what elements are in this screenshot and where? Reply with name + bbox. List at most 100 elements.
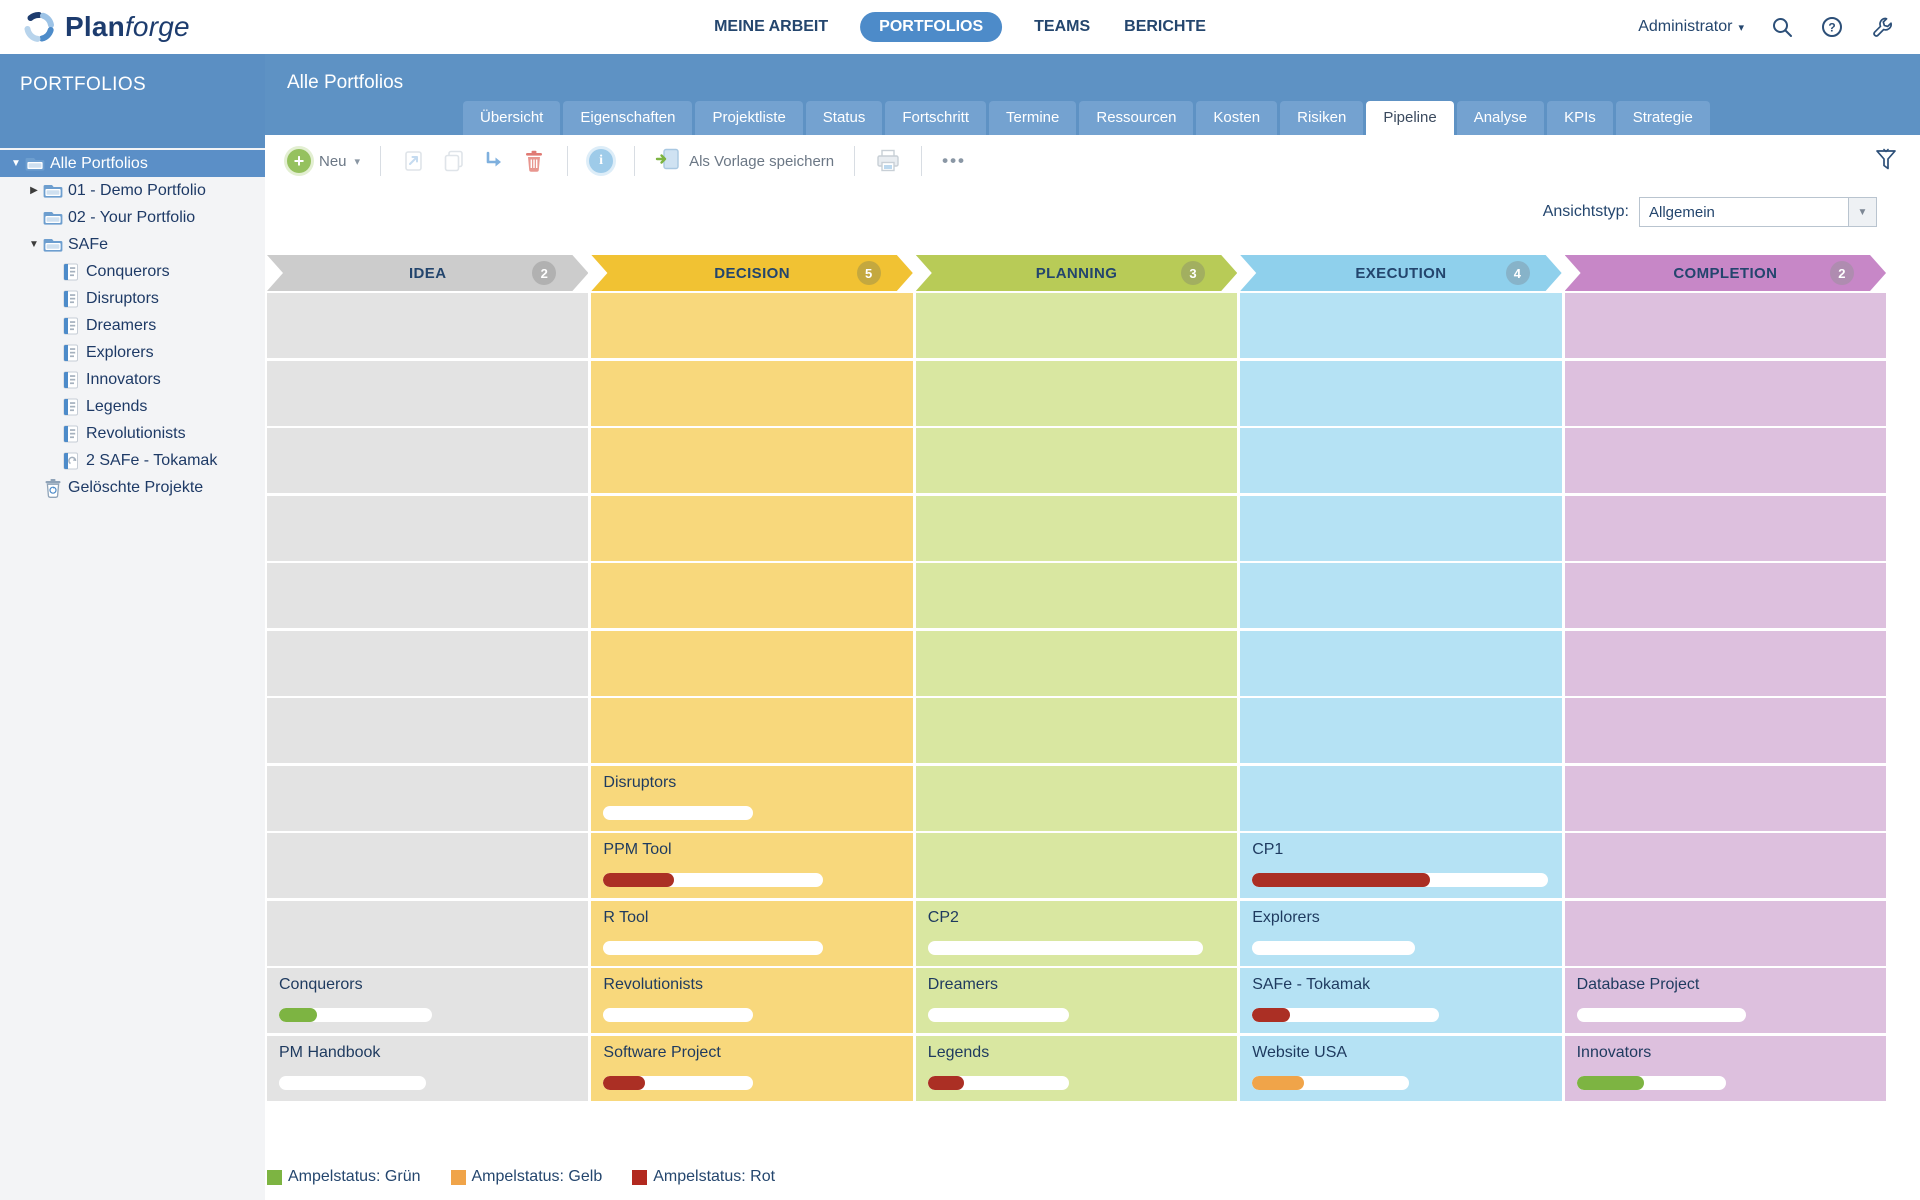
sidebar-item-2-safe-tokamak[interactable]: 2 SAFe - Tokamak (0, 447, 265, 474)
nav-portfolios[interactable]: PORTFOLIOS (860, 12, 1003, 42)
project-card-disruptors[interactable]: Disruptors (591, 765, 913, 831)
project-card-dreamers[interactable]: Dreamers (915, 968, 1238, 1033)
sidebar-item-explorers[interactable]: Explorers (0, 339, 265, 366)
project-card-title[interactable]: Disruptors (603, 773, 677, 791)
project-card-cp2[interactable]: CP2 (915, 900, 1238, 966)
project-card-innovators[interactable]: Innovators (1564, 1035, 1886, 1101)
pipeline-cell-idea (267, 563, 589, 628)
main-content: + Neu ▾ i Als (265, 135, 1920, 1200)
filter-icon[interactable] (1874, 148, 1898, 179)
sidebar-item-gel-schte-projekte[interactable]: Gelöschte Projekte (0, 474, 265, 501)
project-card-title[interactable]: Database Project (1576, 976, 1700, 993)
user-label: Administrator (1638, 18, 1733, 35)
expander-right-icon[interactable]: ▶ (30, 185, 38, 196)
project-card-title[interactable]: Software Project (603, 1043, 721, 1061)
nav-teams[interactable]: TEAMS (1034, 18, 1091, 35)
project-card-software-project[interactable]: Software Project (591, 1035, 913, 1101)
tab-ressourcen[interactable]: Ressourcen (1079, 101, 1194, 135)
expander-down-icon[interactable]: ▼ (29, 239, 39, 250)
project-card-title[interactable]: R Tool (603, 908, 649, 926)
stage-count-badge: 2 (532, 261, 556, 285)
project-card-title[interactable]: CP1 (1252, 841, 1284, 858)
view-type-select[interactable]: Allgemein ▼ (1639, 197, 1877, 227)
user-menu[interactable]: Administrator ▾ (1638, 18, 1744, 36)
trash-icon (42, 478, 64, 498)
project-card-title[interactable]: SAFe - Tokamak (1252, 976, 1371, 993)
project-icon (60, 371, 82, 389)
chevron-down-icon[interactable]: ▼ (1848, 198, 1876, 226)
project-card-pm-handbook[interactable]: PM Handbook (267, 1035, 589, 1101)
delete-icon[interactable] (521, 148, 547, 174)
more-button[interactable]: ••• (942, 151, 967, 170)
tab-projektliste[interactable]: Projektliste (695, 101, 803, 135)
project-card-title[interactable]: Explorers (1252, 908, 1320, 926)
move-arrow-icon[interactable] (481, 148, 507, 174)
project-card-title[interactable]: Conquerors (279, 976, 363, 993)
project-progress-fill (603, 1075, 646, 1090)
sidebar-title: PORTFOLIOS (20, 74, 147, 95)
project-card-title[interactable]: Legends (927, 1043, 990, 1061)
sidebar-item-conquerors[interactable]: Conquerors (0, 258, 265, 285)
project-card-ppm-tool[interactable]: PPM Tool (591, 833, 913, 898)
nav-meine-arbeit[interactable]: MEINE ARBEIT (714, 18, 829, 35)
tab-termine[interactable]: Termine (989, 101, 1077, 135)
tab-analyse[interactable]: Analyse (1456, 101, 1545, 135)
tab-pipeline[interactable]: Pipeline (1366, 101, 1454, 135)
nav-berichte[interactable]: BERICHTE (1124, 18, 1206, 35)
project-card-title[interactable]: Revolutionists (603, 976, 703, 993)
print-icon[interactable] (875, 148, 901, 174)
expander-down-icon[interactable]: ▼ (11, 158, 21, 169)
tab-strategie[interactable]: Strategie (1615, 101, 1710, 135)
project-card-title[interactable]: PM Handbook (279, 1043, 381, 1061)
stage-header-decision: DECISION 5 (591, 255, 912, 291)
save-as-template-button[interactable]: Als Vorlage speichern (655, 147, 834, 175)
project-card-title[interactable]: PPM Tool (603, 841, 672, 858)
open-icon[interactable] (401, 148, 427, 174)
help-icon[interactable]: ? (1820, 15, 1844, 39)
sidebar-item-innovators[interactable]: Innovators (0, 366, 265, 393)
tab-status[interactable]: Status (805, 101, 883, 135)
search-icon[interactable] (1770, 15, 1794, 39)
project-card-title[interactable]: Website USA (1252, 1043, 1348, 1061)
sidebar-item-02-your-portfolio[interactable]: 02 - Your Portfolio (0, 204, 265, 231)
project-card-title[interactable]: Dreamers (927, 976, 999, 993)
sidebar-item-alle-portfolios[interactable]: ▼ Alle Portfolios (0, 150, 265, 177)
sidebar-item-label: Disruptors (86, 289, 159, 307)
info-icon[interactable]: i (588, 148, 614, 174)
project-card-title[interactable]: Innovators (1576, 1043, 1652, 1061)
project-card-website-usa[interactable]: Website USA (1240, 1035, 1562, 1101)
tab-fortschritt[interactable]: Fortschritt (885, 101, 987, 135)
sidebar-item-dreamers[interactable]: Dreamers (0, 312, 265, 339)
project-progress-fill (1252, 873, 1430, 887)
admin-wrench-icon[interactable] (1870, 15, 1894, 39)
tab-kosten[interactable]: Kosten (1196, 101, 1278, 135)
sidebar-item-disruptors[interactable]: Disruptors (0, 285, 265, 312)
project-card-title[interactable]: CP2 (927, 908, 959, 926)
portfolio-icon (42, 237, 64, 253)
tab-eigenschaften[interactable]: Eigenschaften (563, 101, 693, 135)
sidebar-item-label: Explorers (86, 343, 154, 361)
project-card-legends[interactable]: Legends (915, 1035, 1238, 1101)
project-card-revolutionists[interactable]: Revolutionists (591, 968, 913, 1033)
svg-text:?: ? (1828, 21, 1835, 35)
project-card-database-project[interactable]: Database Project (1564, 968, 1886, 1033)
copy-icon[interactable] (441, 148, 467, 174)
new-button[interactable]: + Neu ▾ (287, 149, 360, 173)
pipeline-cell-completion (1564, 360, 1886, 426)
project-card-explorers[interactable]: Explorers (1240, 900, 1562, 966)
project-card-safe-tokamak[interactable]: SAFe - Tokamak (1240, 968, 1562, 1033)
tab-risiken[interactable]: Risiken (1280, 101, 1364, 135)
sidebar-item-01-demo-portfolio[interactable]: ▶ 01 - Demo Portfolio (0, 177, 265, 204)
project-card-r-tool[interactable]: R Tool (591, 900, 913, 966)
project-card-conquerors[interactable]: Conquerors (267, 968, 589, 1033)
sidebar-item-revolutionists[interactable]: Revolutionists (0, 420, 265, 447)
project-progress-bar (927, 1008, 1069, 1022)
project-card-cp1[interactable]: CP1 (1240, 833, 1562, 898)
pipeline-cell-decision (591, 428, 913, 493)
sidebar-item-safe[interactable]: ▼ SAFe (0, 231, 265, 258)
tab-kpis[interactable]: KPIs (1547, 101, 1613, 135)
planforge-logo[interactable]: Planforge (0, 10, 190, 44)
sidebar-item-legends[interactable]: Legends (0, 393, 265, 420)
pipeline-cell-completion (1564, 293, 1886, 358)
tab-bersicht[interactable]: Übersicht (463, 101, 561, 135)
